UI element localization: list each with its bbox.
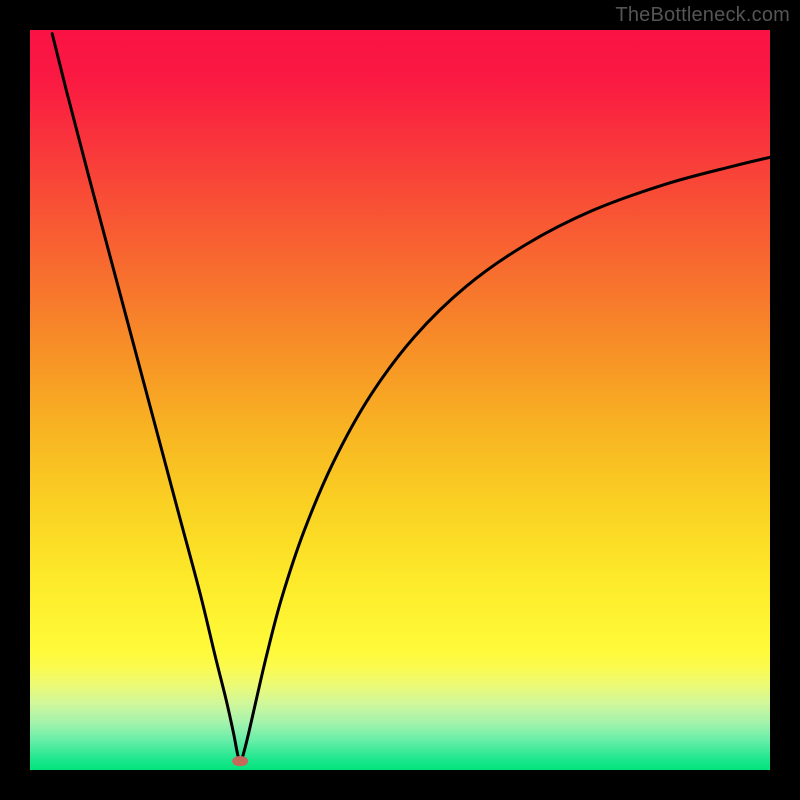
chart-stage: TheBottleneck.com [0, 0, 800, 800]
chart-svg [0, 0, 800, 800]
min-marker [232, 756, 248, 766]
watermark-text: TheBottleneck.com [615, 4, 790, 27]
plot-background [30, 30, 770, 770]
